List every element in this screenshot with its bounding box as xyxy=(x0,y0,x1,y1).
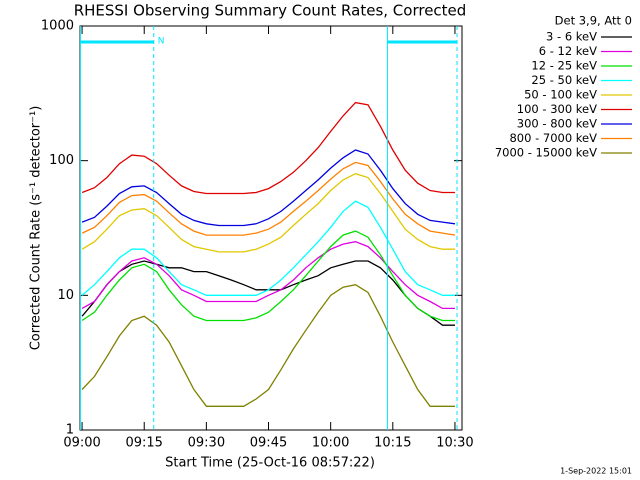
series-line xyxy=(81,241,455,310)
chart-title: RHESSI Observing Summary Count Rates, Co… xyxy=(74,2,467,20)
series-line xyxy=(81,161,456,236)
legend-label: 7000 - 15000 keV xyxy=(495,146,597,160)
legend-label: 3 - 6 keV xyxy=(546,30,597,44)
y-tick-label: 1000 xyxy=(41,19,74,34)
series-line xyxy=(81,230,455,322)
series-line xyxy=(81,260,455,326)
flag-label: N xyxy=(158,37,165,47)
series-line xyxy=(81,149,456,227)
legend-label: 12 - 25 keV xyxy=(531,59,597,73)
series-line xyxy=(81,173,455,253)
legend-label: 300 - 800 keV xyxy=(517,117,597,131)
y-axis-label: Corrected Count Rate (s⁻¹ detector⁻¹) xyxy=(29,106,44,351)
x-tick-label: 10:15 xyxy=(374,436,411,451)
x-axis-label: Start Time (25-Oct-16 08:57:22) xyxy=(165,456,375,471)
legend-label: 6 - 12 keV xyxy=(539,44,597,58)
series-line xyxy=(81,284,455,407)
y-tick-label: 1 xyxy=(66,423,74,438)
y-tick-label: 10 xyxy=(57,288,74,303)
legend-label: 50 - 100 keV xyxy=(524,88,597,102)
y-tick-label: 100 xyxy=(49,153,74,168)
legend-title: Det 3,9, Att 0 xyxy=(555,14,632,28)
footer: 1-Sep-2022 15:01 xyxy=(560,467,632,476)
x-tick-label: 10:30 xyxy=(436,436,473,451)
x-tick-label: 09:45 xyxy=(250,436,287,451)
legend-label: 100 - 300 keV xyxy=(517,102,597,116)
series-line xyxy=(81,101,455,195)
legend-label: 800 - 7000 keV xyxy=(509,131,597,145)
x-tick-label: 09:30 xyxy=(188,436,225,451)
x-tick-label: 10:00 xyxy=(312,436,349,451)
series-line xyxy=(81,200,455,296)
x-tick-label: 09:15 xyxy=(125,436,162,451)
x-tick-label: 09:00 xyxy=(63,436,100,451)
legend-label: 25 - 50 keV xyxy=(531,73,597,87)
